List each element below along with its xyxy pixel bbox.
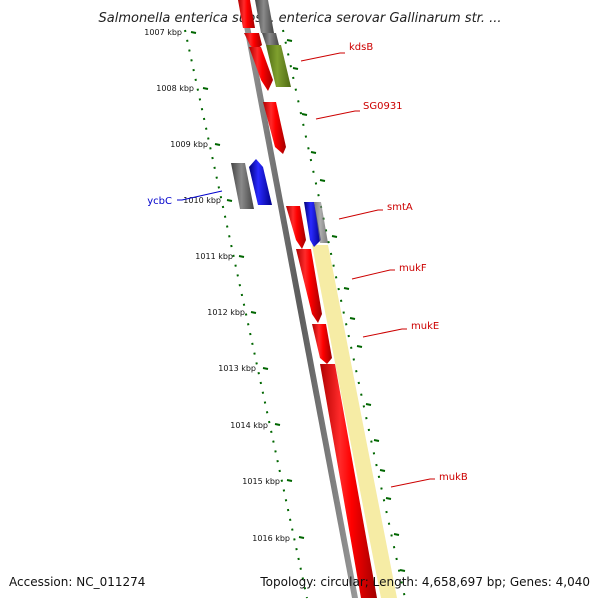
kbp-label: 1015 kbp <box>242 477 280 486</box>
outer-tick-track <box>282 29 406 599</box>
genome-title: Salmonella enterica subsp. enterica sero… <box>99 11 502 26</box>
gene-arrow-smtA[interactable] <box>286 206 306 249</box>
kbp-label: 1016 kbp <box>252 534 290 543</box>
kbp-label: 1013 kbp <box>218 364 256 373</box>
gene-leaders <box>177 52 435 488</box>
gene-arrow-grey-ycbC[interactable] <box>231 163 254 209</box>
gene-arrow-SG0931[interactable] <box>263 102 286 154</box>
gene-label-kdsB[interactable]: kdsB <box>349 42 373 53</box>
genome-summary-text: Topology: circular; Length: 4,658,697 bp… <box>259 575 590 589</box>
gene-arrow-olive[interactable] <box>266 45 291 87</box>
kbp-label: 1008 kbp <box>156 84 194 93</box>
genome-backbone <box>239 0 358 598</box>
gene-label-mukF[interactable]: mukF <box>399 263 427 274</box>
gene-arrow-grey-top[interactable] <box>255 0 274 33</box>
gene-arrow-top-1[interactable] <box>238 0 255 28</box>
accession-text: Accession: NC_011274 <box>9 575 145 589</box>
gene-arrow-mukE[interactable] <box>312 324 332 364</box>
kbp-label: 1012 kbp <box>207 308 245 317</box>
gene-label-mukE[interactable]: mukE <box>411 321 439 332</box>
gene-arrow-mukB[interactable] <box>320 364 377 598</box>
gene-label-ycbC[interactable]: ycbC <box>147 196 172 207</box>
gene-label-SG0931[interactable]: SG0931 <box>363 101 403 112</box>
gene-arrow-smtA-grey[interactable] <box>314 202 328 243</box>
gene-label-mukB[interactable]: mukB <box>439 472 468 483</box>
gene-features <box>231 0 377 598</box>
gene-arrow-kdsB[interactable] <box>249 47 273 91</box>
gene-arrow-top-2[interactable] <box>244 33 262 51</box>
kbp-label: 1007 kbp <box>144 28 182 37</box>
gene-arrow-mukF[interactable] <box>296 249 322 323</box>
ruler-track <box>184 29 308 599</box>
gene-arrow-grey-top-2[interactable] <box>262 33 279 45</box>
kbp-label: 1010 kbp <box>183 196 221 205</box>
kbp-labels: 1007 kbp 1008 kbp 1009 kbp 1010 kbp 1011… <box>144 28 290 543</box>
gene-arrow-smtA-blue[interactable] <box>304 202 321 247</box>
kbp-label: 1014 kbp <box>230 421 268 430</box>
kbp-label: 1009 kbp <box>170 140 208 149</box>
gene-label-smtA[interactable]: smtA <box>387 202 413 213</box>
kbp-label: 1011 kbp <box>195 252 233 261</box>
highlight-band <box>312 245 397 598</box>
outer-major-ticks <box>286 39 406 572</box>
gene-arrow-ycbC[interactable] <box>249 159 272 205</box>
kbp-ticks <box>190 31 305 539</box>
